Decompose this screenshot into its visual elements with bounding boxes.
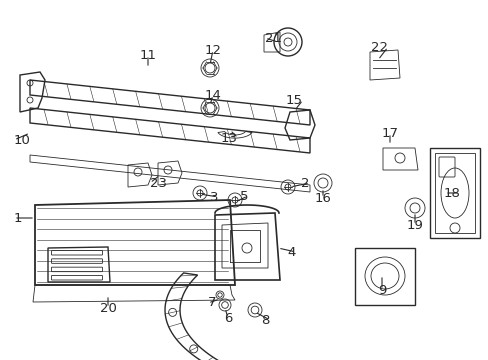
Text: 18: 18: [442, 186, 459, 199]
Text: 11: 11: [139, 49, 156, 62]
Text: 4: 4: [287, 246, 295, 258]
Text: 5: 5: [239, 189, 247, 202]
Text: 6: 6: [224, 311, 232, 324]
Text: 9: 9: [377, 284, 386, 297]
Text: 13: 13: [221, 131, 238, 144]
Text: 23: 23: [150, 176, 167, 189]
Text: 7: 7: [207, 297, 216, 310]
Text: 12: 12: [204, 44, 221, 57]
Text: 14: 14: [204, 89, 221, 102]
Text: 22: 22: [370, 41, 387, 54]
Text: 8: 8: [261, 314, 269, 327]
Text: 10: 10: [14, 134, 31, 147]
Text: 17: 17: [381, 126, 398, 140]
Text: 3: 3: [209, 190, 218, 203]
Text: 20: 20: [100, 302, 116, 315]
Text: 15: 15: [285, 94, 303, 107]
Text: 19: 19: [406, 219, 423, 231]
Text: 1: 1: [14, 212, 22, 225]
Text: 21: 21: [264, 32, 282, 45]
Text: 2: 2: [301, 176, 309, 189]
Text: 16: 16: [314, 192, 331, 204]
